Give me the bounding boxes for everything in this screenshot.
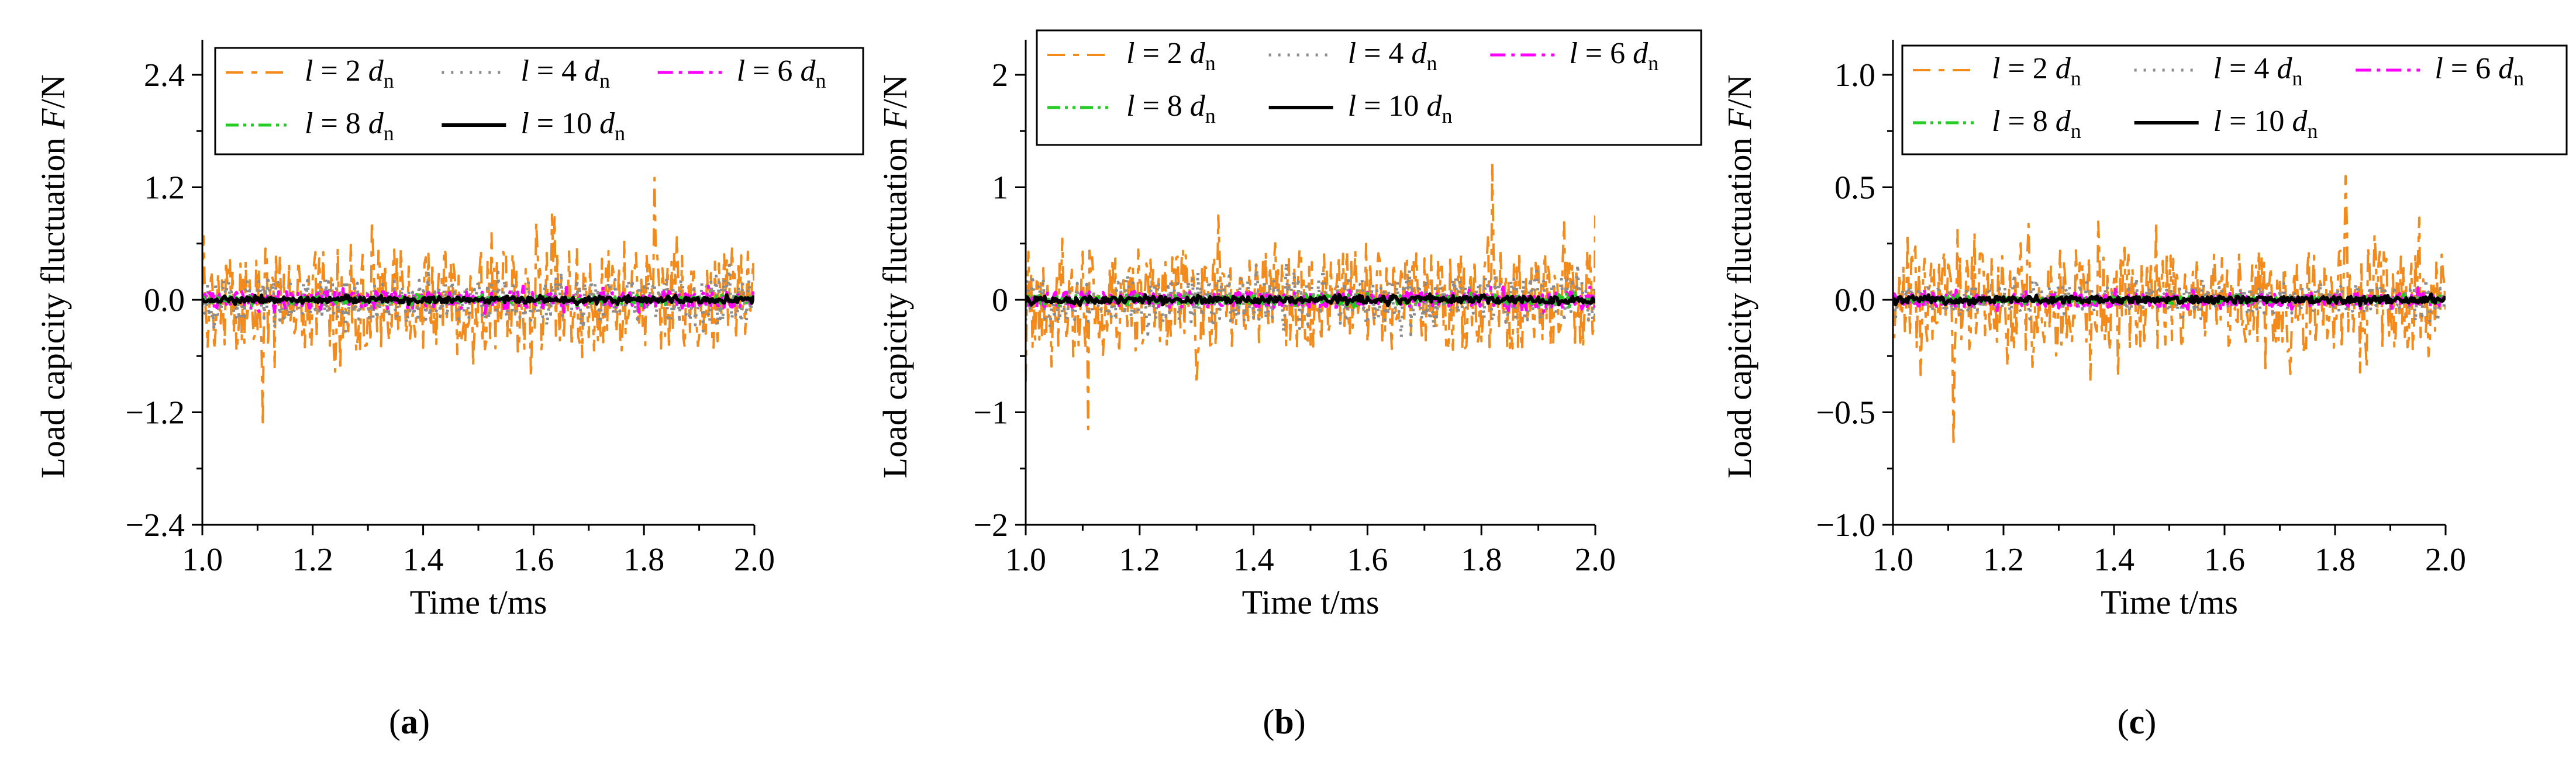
series-group [202,176,754,428]
legend-box [214,47,864,155]
y-axis-title: Load capicity fluctuation F/N [876,75,914,479]
legend-label: l = 4 dn [1348,37,1437,75]
y-tick-label: 0.0 [144,282,185,319]
legend: l = 2 dn l = 4 dn l = 6 dn l = 8 dn l = 10 d… [1036,29,1702,146]
x-tick-label: 1.2 [292,542,333,578]
x-tick-label: 1.0 [1872,542,1913,578]
series-line-l-eq-4-dn [202,264,754,333]
y-tick-label: 2 [992,57,1008,94]
legend-label: l = 8 dn [1992,105,2081,143]
legend-label: l = 2 dn [1126,37,1216,75]
x-tick-label: 1.0 [1005,542,1046,578]
panel-label: (b) [1263,702,1305,741]
y-axis-title: Load capicity fluctuation F/N [34,75,72,479]
legend-label: l = 10 dn [520,107,625,145]
legend-box [1036,29,1702,146]
y-tick-label: −2.4 [125,507,185,544]
y-tick-label: 0.5 [1834,170,1875,206]
y-tick-label: −1.2 [125,395,185,431]
y-tick-label: 1.0 [1834,57,1875,94]
x-tick-label: 1.4 [403,542,444,578]
x-tick-label: 1.6 [1347,542,1388,578]
legend-label: l = 10 dn [2213,105,2318,143]
legend-label: l = 2 dn [305,54,394,92]
y-tick-label: −1.0 [1816,507,1875,544]
legend-label: l = 6 dn [737,54,826,92]
legend-label: l = 4 dn [2213,52,2303,90]
legend-label: l = 8 dn [1126,89,1216,127]
y-tick-label: −0.5 [1816,395,1875,431]
x-tick-label: 1.4 [2094,542,2134,578]
x-axis-title: Time t/ms [2101,583,2238,621]
y-tick-label: 1.2 [144,170,185,206]
series-line-l-eq-10-dn [202,293,754,306]
x-tick-label: 2.0 [1575,542,1616,578]
series-line-l-eq-2-dn [1893,175,2446,448]
series-line-l-eq-10-dn [1893,292,2446,307]
y-tick-label: 0 [992,282,1008,319]
x-tick-label: 1.2 [1983,542,2024,578]
x-tick-label: 2.0 [734,542,775,578]
chart-panel-c: −1.0 −0.5 0.0 0.5 1.0 1.0 1.2 1.4 1.6 1.8 2.0 Time … [1720,40,2568,741]
series-group [1893,175,2446,448]
legend-label: l = 8 dn [305,107,394,145]
x-axis-title: Time t/ms [1242,583,1380,621]
series-line-l-eq-10-dn [1026,292,1595,307]
legend-label: l = 4 dn [520,54,610,92]
legend-label: l = 10 dn [1348,89,1453,127]
x-axis-title: Time t/ms [410,583,547,621]
y-tick-label: 1 [992,170,1008,206]
legend: l = 2 dn l = 4 dn l = 6 dn l = 8 dn l = 10 d… [1901,44,2568,155]
x-tick-label: 1.4 [1233,542,1274,578]
x-tick-label: 1.8 [623,542,664,578]
panel-label: (a) [389,702,430,741]
series-line-l-eq-2-dn [1026,161,1595,431]
y-tick-label: −1 [973,395,1008,431]
legend-label: l = 6 dn [2434,52,2524,90]
x-tick-label: 1.8 [2315,542,2356,578]
x-tick-label: 1.6 [513,542,554,578]
y-tick-label: −2 [973,507,1008,544]
series-line-l-eq-4-dn [1026,261,1595,340]
x-tick-label: 1.2 [1119,542,1160,578]
legend-label: l = 6 dn [1569,37,1658,75]
x-tick-label: 1.8 [1461,542,1502,578]
legend: l = 2 dn l = 4 dn l = 6 dn l = 8 dn l = 10 d… [214,47,864,155]
x-tick-label: 2.0 [2425,542,2466,578]
y-tick-label: 2.4 [144,57,185,94]
y-axis-title: Load capicity fluctuation F/N [1720,75,1758,479]
x-tick-label: 1.6 [2204,542,2245,578]
legend-label: l = 2 dn [1992,52,2081,90]
chart-panel-a: −2.4 −1.2 0.0 1.2 2.4 1.0 1.2 1.4 1.6 1.8 2.0 Time … [34,40,864,741]
chart-panel-b: −2 −1 0 1 2 1.0 1.2 1.4 1.6 1.8 2.0 Time t/ms Load c… [876,29,1702,741]
panel-label: (c) [2118,702,2157,741]
legend-box [1901,44,2568,155]
series-line-l-eq-8-dn [202,292,754,308]
x-tick-label: 1.0 [182,542,223,578]
series-group [1026,161,1595,431]
y-tick-label: 0.0 [1834,282,1875,319]
